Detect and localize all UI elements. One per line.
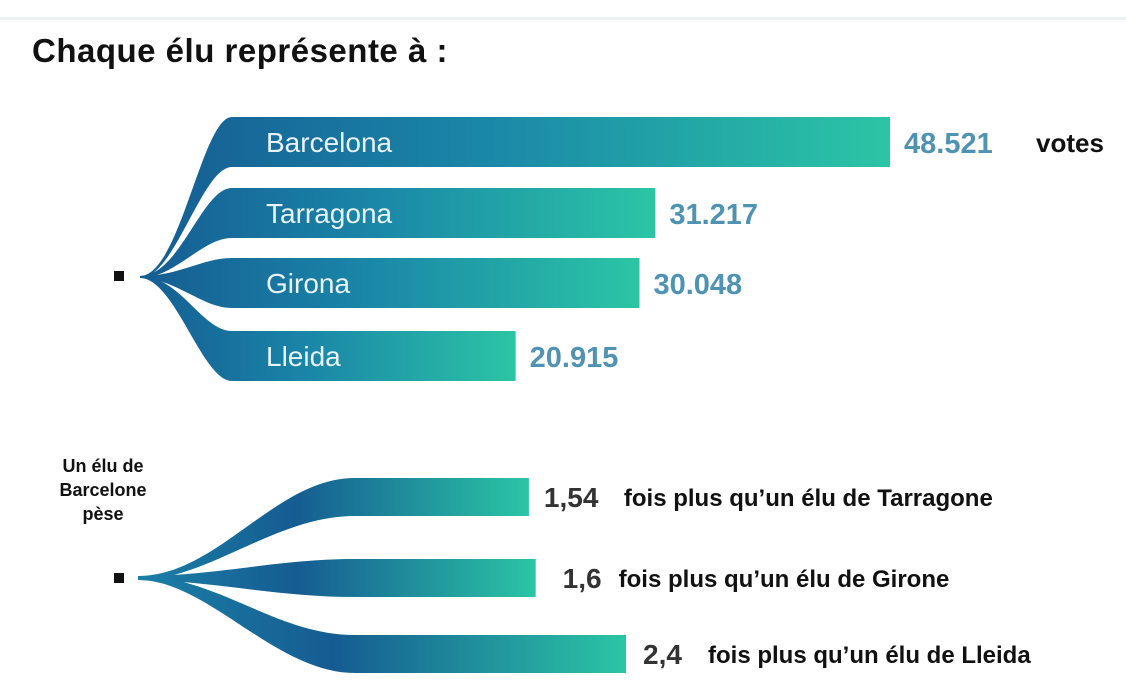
ratio-value: 1,6 — [563, 563, 602, 594]
secondary-label: Un élu de Barcelone pèse — [28, 454, 178, 526]
top-divider — [0, 17, 1126, 20]
ratio-text: fois plus qu’un élu de Girone — [619, 566, 950, 593]
category-label: Barcelona — [266, 127, 393, 158]
vote-weight-chart: 1,54 fois plus qu’un élu de Tarragone 1,6 f… — [114, 478, 1031, 673]
value-label: 20.915 — [530, 342, 619, 374]
bar-tarragone — [138, 478, 529, 580]
votes-per-seat-chart: Barcelona 48.521 votes Tarragona 31.217 Giron… — [114, 117, 1104, 381]
value-label: 30.048 — [653, 269, 742, 301]
ratio-text: fois plus qu’un élu de Lleida — [708, 642, 1031, 669]
ratio-value: 2,4 — [643, 639, 682, 670]
bar-girone — [138, 559, 536, 597]
bar-tarragona — [140, 188, 656, 278]
category-label: Girona — [266, 268, 350, 299]
secondary-label-line: Un élu de — [62, 456, 144, 476]
origin-marker — [114, 271, 124, 281]
bar-barcelona — [140, 117, 890, 278]
unit-label: votes — [1036, 128, 1104, 158]
category-label: Tarragona — [266, 198, 393, 229]
bar-lleida — [138, 576, 626, 673]
value-label: 48.521 — [904, 128, 993, 160]
category-label: Lleida — [266, 341, 341, 372]
page-title: Chaque élu représente à : — [32, 32, 448, 69]
secondary-label-line: Barcelone — [59, 480, 147, 500]
secondary-label-line: pèse — [82, 504, 124, 524]
value-label: 31.217 — [669, 199, 758, 231]
bar-girona — [140, 258, 640, 308]
ratio-text: fois plus qu’un élu de Tarragone — [624, 485, 993, 512]
bar-lleida — [140, 276, 516, 381]
origin-marker — [114, 573, 124, 583]
ratio-value: 1,54 — [544, 482, 599, 513]
